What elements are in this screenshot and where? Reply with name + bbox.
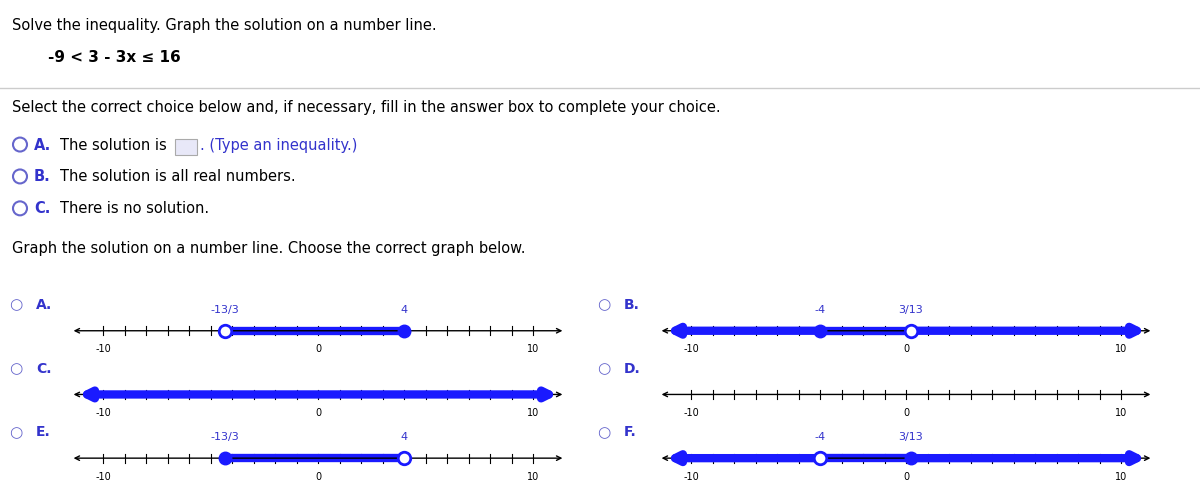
Text: -9 < 3 - 3x ≤ 16: -9 < 3 - 3x ≤ 16: [48, 50, 181, 65]
Text: 10: 10: [527, 408, 539, 418]
Text: F.: F.: [624, 425, 637, 440]
Text: -13/3: -13/3: [210, 305, 239, 315]
Text: ○: ○: [598, 297, 611, 313]
Text: -10: -10: [683, 471, 698, 482]
Text: 4: 4: [401, 305, 408, 315]
Text: -10: -10: [683, 408, 698, 418]
Text: 10: 10: [527, 344, 539, 354]
Text: ○: ○: [10, 297, 23, 313]
Text: E.: E.: [36, 425, 50, 440]
Text: There is no solution.: There is no solution.: [60, 201, 209, 217]
Text: 0: 0: [902, 471, 910, 482]
Text: -4: -4: [815, 305, 826, 315]
Text: D.: D.: [624, 362, 641, 376]
Text: ○: ○: [598, 425, 611, 440]
Text: -10: -10: [95, 408, 110, 418]
Text: 0: 0: [902, 344, 910, 354]
Text: -13/3: -13/3: [210, 432, 239, 442]
Text: A.: A.: [34, 138, 52, 152]
Text: B.: B.: [624, 298, 640, 312]
Text: 3/13: 3/13: [899, 305, 923, 315]
Text: ○: ○: [10, 361, 23, 376]
Text: 0: 0: [314, 408, 322, 418]
Text: C.: C.: [36, 362, 52, 376]
Text: 0: 0: [314, 344, 322, 354]
Text: 10: 10: [1115, 344, 1127, 354]
Text: Graph the solution on a number line. Choose the correct graph below.: Graph the solution on a number line. Cho…: [12, 241, 526, 256]
Text: 3/13: 3/13: [899, 432, 923, 442]
Text: 0: 0: [902, 408, 910, 418]
Text: -10: -10: [683, 344, 698, 354]
Text: The solution is: The solution is: [60, 138, 167, 152]
Text: B.: B.: [34, 170, 50, 184]
Text: ○: ○: [598, 361, 611, 376]
Text: A.: A.: [36, 298, 53, 312]
Text: C.: C.: [34, 201, 50, 217]
Bar: [175, 139, 197, 154]
Text: -10: -10: [95, 344, 110, 354]
Text: 4: 4: [401, 432, 408, 442]
Text: 0: 0: [314, 471, 322, 482]
Text: 10: 10: [1115, 471, 1127, 482]
Text: Select the correct choice below and, if necessary, fill in the answer box to com: Select the correct choice below and, if …: [12, 99, 721, 115]
Text: -10: -10: [95, 471, 110, 482]
Text: . (Type an inequality.): . (Type an inequality.): [200, 138, 358, 152]
Text: The solution is all real numbers.: The solution is all real numbers.: [60, 170, 295, 184]
Text: 10: 10: [1115, 408, 1127, 418]
Text: ○: ○: [10, 425, 23, 440]
Text: 10: 10: [527, 471, 539, 482]
Text: -4: -4: [815, 432, 826, 442]
Text: Solve the inequality. Graph the solution on a number line.: Solve the inequality. Graph the solution…: [12, 18, 437, 33]
